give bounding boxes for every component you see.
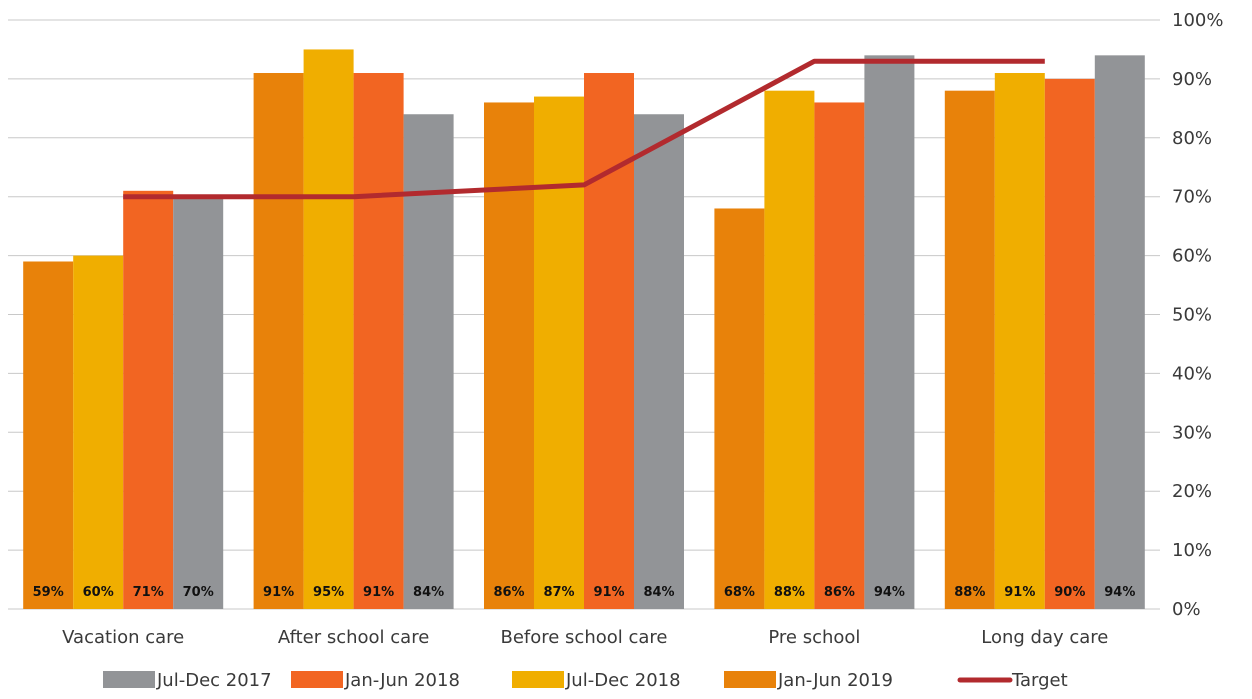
bars [23, 49, 1145, 610]
bar [73, 255, 124, 609]
bar [123, 190, 174, 609]
legend-label: Jan-Jun 2019 [777, 670, 893, 691]
data-label: 95% [313, 585, 344, 600]
y-tick-label: 10% [1172, 540, 1212, 561]
y-axis: 0% 10% 20% 30% 40% 50% 60% 70% 80% 90% 100% [1172, 10, 1223, 620]
bar [714, 208, 765, 610]
y-tick-label: 50% [1172, 305, 1212, 326]
y-tick-label: 40% [1172, 363, 1212, 384]
y-tick-label: 0% [1172, 599, 1201, 620]
legend-swatch [291, 671, 343, 688]
target-line-layer [123, 58, 1045, 200]
data-label: 91% [1004, 585, 1035, 600]
bar [403, 114, 454, 610]
data-label: 59% [33, 585, 64, 600]
data-label: 70% [183, 585, 214, 600]
bar [353, 73, 404, 609]
data-label: 91% [263, 585, 294, 600]
bar [994, 73, 1045, 609]
data-label: 91% [363, 585, 394, 600]
data-label: 94% [874, 585, 905, 600]
legend-swatch [103, 671, 155, 688]
y-tick-label: 80% [1172, 128, 1212, 149]
bar [764, 90, 815, 610]
y-tick-label: 90% [1172, 69, 1212, 90]
legend-label: Target [1011, 670, 1068, 691]
data-label: 88% [774, 585, 805, 600]
legend-swatch [512, 671, 564, 688]
x-axis: Vacation care After school care Before sch… [62, 627, 1108, 648]
legend-label: Jan-Jun 2018 [344, 670, 460, 691]
data-label: 68% [724, 585, 755, 600]
y-tick-label: 20% [1172, 481, 1212, 502]
data-label: 86% [493, 585, 524, 600]
bar [1094, 55, 1145, 609]
legend: Jul-Dec 2017 Jan-Jun 2018 Jul-Dec 2018 Jan-… [103, 670, 1068, 691]
data-label: 94% [1104, 585, 1135, 600]
target-line [123, 58, 1045, 200]
data-label: 84% [413, 585, 444, 600]
data-labels: 59% 60% 71% 70% 91% 95% 91% 84% 86% 87% 91% 84% 68% 8… [33, 585, 1136, 600]
bar [864, 55, 915, 609]
bar [484, 102, 534, 610]
legend-swatch [724, 671, 776, 688]
bar [303, 49, 354, 609]
bar [634, 114, 684, 610]
data-label: 88% [954, 585, 985, 600]
x-tick-label: After school care [278, 627, 429, 648]
data-label: 90% [1054, 585, 1085, 600]
data-label: 60% [83, 585, 114, 600]
x-tick-label: Vacation care [62, 627, 184, 648]
data-label: 71% [133, 585, 164, 600]
legend-label: Jul-Dec 2018 [565, 670, 681, 691]
data-label: 84% [643, 585, 674, 600]
bar [1044, 78, 1095, 609]
bar [253, 73, 304, 609]
y-tick-label: 100% [1172, 10, 1223, 31]
bar [944, 90, 995, 610]
bar [173, 196, 224, 609]
bar [23, 261, 74, 609]
bar [534, 96, 584, 609]
x-tick-label: Pre school [768, 627, 860, 648]
data-label: 86% [824, 585, 855, 600]
data-label: 87% [543, 585, 574, 600]
y-tick-label: 60% [1172, 246, 1212, 267]
legend-label: Jul-Dec 2017 [156, 670, 272, 691]
bar [814, 102, 865, 610]
y-tick-label: 70% [1172, 187, 1212, 208]
bar [584, 73, 634, 609]
x-tick-label: Before school care [500, 627, 667, 648]
data-label: 91% [593, 585, 624, 600]
x-tick-label: Long day care [981, 627, 1108, 648]
y-tick-label: 30% [1172, 422, 1212, 443]
